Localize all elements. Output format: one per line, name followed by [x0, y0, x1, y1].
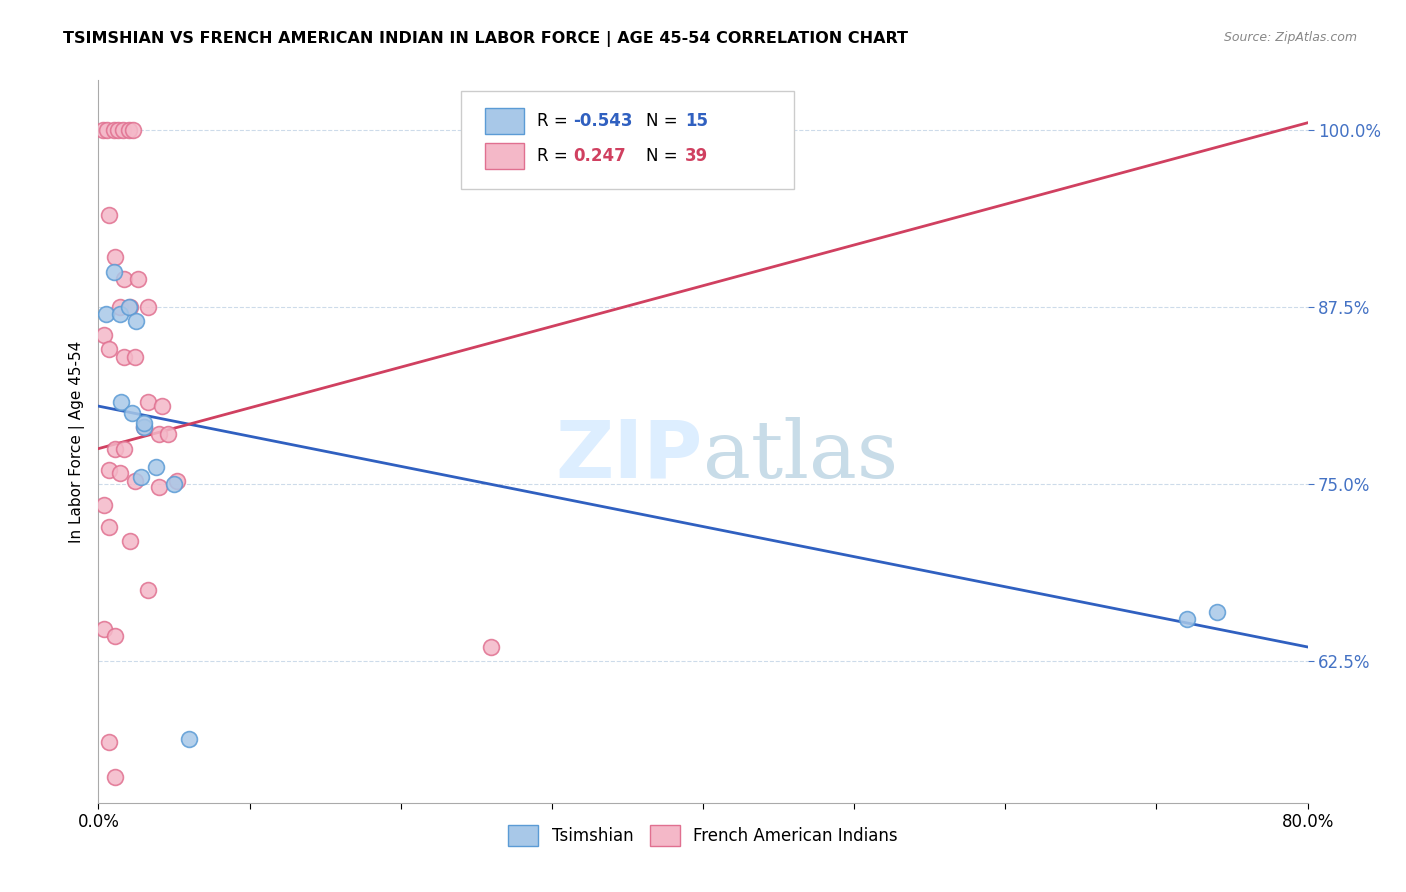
Text: TSIMSHIAN VS FRENCH AMERICAN INDIAN IN LABOR FORCE | AGE 45-54 CORRELATION CHART: TSIMSHIAN VS FRENCH AMERICAN INDIAN IN L… — [63, 31, 908, 47]
Point — [122, 123, 145, 137]
Point — [148, 427, 170, 442]
Point — [129, 470, 152, 484]
Point — [96, 123, 118, 137]
Y-axis label: In Labor Force | Age 45-54: In Labor Force | Age 45-54 — [69, 341, 84, 542]
Point — [103, 264, 125, 278]
Text: 15: 15 — [685, 112, 707, 130]
Point — [104, 251, 127, 265]
Point — [179, 732, 201, 747]
Point — [104, 629, 127, 643]
Point — [136, 395, 159, 409]
Text: -0.543: -0.543 — [574, 112, 633, 130]
FancyBboxPatch shape — [485, 109, 524, 135]
Point — [98, 463, 121, 477]
Point — [125, 314, 148, 328]
Point — [104, 770, 127, 784]
Text: atlas: atlas — [703, 417, 898, 495]
Point — [481, 640, 503, 654]
Text: R =: R = — [537, 112, 574, 130]
Point — [132, 420, 155, 434]
Text: N =: N = — [647, 112, 683, 130]
Point — [107, 123, 129, 137]
Point — [136, 300, 159, 314]
Point — [108, 307, 131, 321]
Point — [108, 300, 131, 314]
Text: R =: R = — [537, 147, 579, 165]
Point — [94, 307, 117, 321]
Point — [120, 300, 142, 314]
Point — [136, 583, 159, 598]
Point — [112, 350, 135, 364]
Point — [118, 123, 141, 137]
Point — [110, 395, 132, 409]
Point — [104, 442, 127, 456]
Point — [166, 474, 188, 488]
Point — [112, 271, 135, 285]
Point — [112, 442, 135, 456]
Point — [93, 498, 115, 512]
Legend: Tsimshian, French American Indians: Tsimshian, French American Indians — [502, 819, 904, 852]
Point — [108, 466, 131, 480]
Point — [93, 622, 115, 636]
Point — [145, 460, 167, 475]
Point — [111, 123, 134, 137]
Point — [148, 480, 170, 494]
Text: ZIP: ZIP — [555, 417, 703, 495]
Point — [124, 350, 146, 364]
Text: 39: 39 — [685, 147, 709, 165]
Point — [1206, 605, 1229, 619]
Point — [163, 477, 186, 491]
Point — [156, 427, 179, 442]
Point — [91, 123, 114, 137]
Point — [132, 416, 155, 430]
Point — [98, 343, 121, 357]
FancyBboxPatch shape — [461, 91, 793, 189]
Point — [98, 519, 121, 533]
Point — [103, 123, 125, 137]
Point — [132, 420, 155, 434]
Point — [124, 474, 146, 488]
Point — [98, 735, 121, 749]
Text: Source: ZipAtlas.com: Source: ZipAtlas.com — [1223, 31, 1357, 45]
Point — [98, 208, 121, 222]
Point — [120, 533, 142, 548]
FancyBboxPatch shape — [485, 143, 524, 169]
Point — [93, 328, 115, 343]
Point — [127, 271, 149, 285]
Point — [1175, 612, 1198, 626]
Point — [121, 406, 143, 420]
Point — [118, 300, 141, 314]
Point — [150, 399, 173, 413]
Text: N =: N = — [647, 147, 683, 165]
Text: 0.247: 0.247 — [574, 147, 626, 165]
